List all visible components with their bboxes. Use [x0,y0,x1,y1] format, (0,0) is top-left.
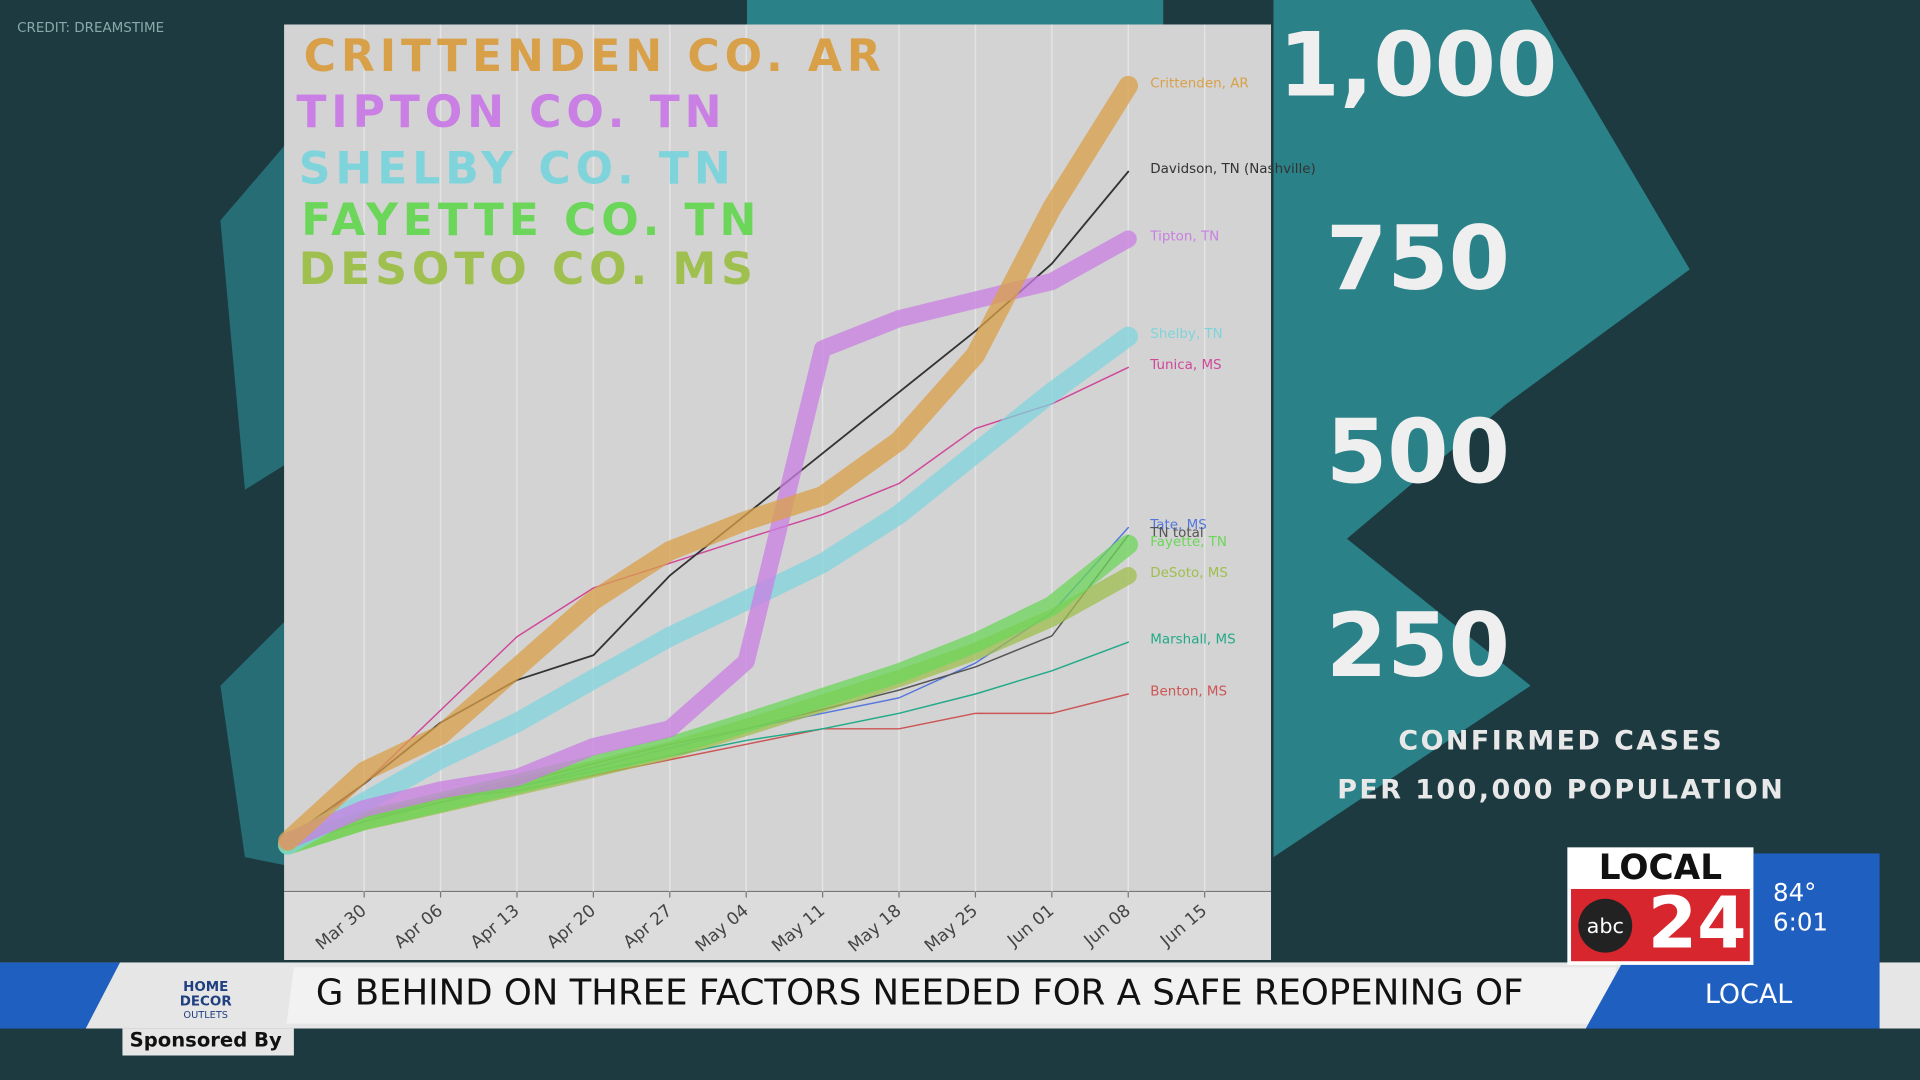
series-end-label: Tipton, TN [1149,230,1219,245]
section-label: LOCAL [1705,979,1792,1010]
bg-shape [746,0,1164,25]
temperature: 84° [1773,878,1816,907]
lines [277,75,1139,855]
series-end-label: Tunica, MS [1149,358,1221,373]
y-tick-label: 500 [1326,400,1510,503]
ticker-wedge [0,962,120,1029]
series-end-label: DeSoto, MS [1150,566,1228,581]
lower-band [0,1028,1920,1080]
logo-circle [1578,898,1633,953]
highlight-title: DESOTO CO. MS [299,244,758,295]
series-end-label: Tate, MS [1149,518,1207,533]
series-end-label: Marshall, MS [1150,633,1235,648]
series-line [279,230,1137,850]
series-line [277,75,1139,851]
time: 6:01 [1773,907,1828,936]
highlight-title: FAYETTE CO. TN [301,195,761,246]
y-axis-label: PER 100,000 POPULATION [1337,775,1785,806]
highlight-title: TIPTON CO. TN [296,87,726,138]
logo-number: 24 [1648,882,1747,965]
series-end-label: Crittenden, AR [1150,76,1248,91]
series-end-label: Shelby, TN [1150,327,1222,342]
logo-top: LOCAL [1599,848,1722,888]
sponsor-name: OUTLETS [183,1010,228,1021]
section-box [1585,962,1880,1029]
credit: CREDIT: DREAMSTIME [17,21,164,36]
series-line [277,326,1139,855]
series-end-label: Fayette, TN [1150,535,1227,550]
highlight-title: CRITTENDEN CO. AR [304,31,886,82]
series-line [287,366,1129,846]
weather-box [1753,853,1880,963]
ticker-text: G BEHIND ON THREE FACTORS NEEDED FOR A S… [316,972,1524,1013]
sponsor-label: Sponsored By [130,1028,282,1051]
sponsor-name: DECOR [180,995,233,1010]
y-tick-label: 1,000 [1279,13,1558,116]
axis-panel [284,891,1272,960]
bg-shape [1273,0,1690,858]
sponsor-bg [122,1028,294,1056]
series-end-label: TN total [1149,526,1203,541]
logo-network: abc [1587,914,1624,938]
sponsor-name: HOME [183,980,228,995]
y-axis-label: CONFIRMED CASES [1398,726,1724,757]
ticker-field [286,967,1617,1024]
series-line [277,534,1139,855]
y-tick-label: 250 [1326,594,1510,697]
y-tick-label: 750 [1326,207,1510,310]
highlight-title: SHELBY CO. TN [299,143,736,194]
series-end-label: Davidson, TN (Nashville) [1150,162,1316,177]
series-end-label: Benton, MS [1150,685,1227,700]
